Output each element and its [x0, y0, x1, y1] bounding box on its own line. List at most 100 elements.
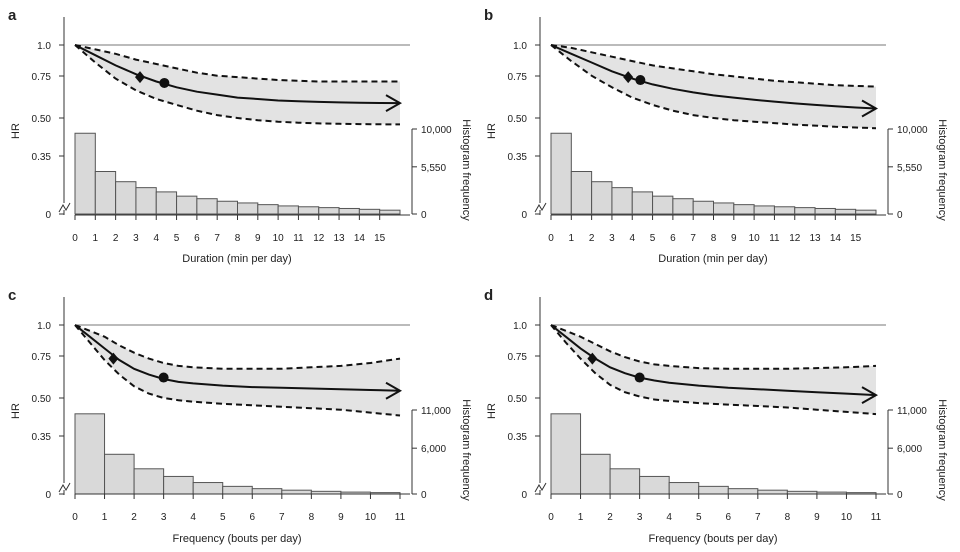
histogram-bar	[753, 205, 775, 215]
lower-ci-line	[550, 44, 877, 130]
panel-letter: d	[484, 287, 493, 304]
hr-tick-label: 0.50	[508, 394, 528, 405]
freq-tick-label: 10,000	[421, 125, 452, 136]
x-tick-label: 6	[194, 233, 200, 244]
histogram-bar	[609, 468, 641, 495]
circle-marker	[634, 372, 645, 383]
x-tick-label: 1	[569, 233, 575, 244]
hr-tick-label: 0.75	[508, 72, 528, 83]
histogram-bar	[580, 453, 611, 495]
hr-tick-label: 1.0	[37, 41, 51, 52]
x-axis-label: Frequency (bouts per day)	[648, 533, 777, 545]
panel-d: d 1.0 0.75 0.50 0.35 0 HR 11,000 6,000 0 Histogram…	[484, 287, 948, 545]
x-tick-label: 13	[334, 233, 346, 244]
x-axis-label: Duration (min per day)	[658, 253, 767, 265]
circle-marker	[635, 75, 646, 86]
upper-ci-line	[74, 324, 401, 370]
freq-tick-label: 0	[421, 490, 427, 501]
x-tick-label: 10	[365, 512, 377, 523]
x-tick-label: 0	[72, 233, 78, 244]
freq-tick-label: 0	[897, 490, 903, 501]
x-tick-label: 0	[548, 233, 554, 244]
freq-tick-label: 11,000	[897, 406, 927, 417]
histogram-bar	[757, 489, 788, 495]
x-tick-label: 10	[841, 512, 853, 523]
histogram-bar	[631, 191, 654, 215]
upper-ci-line	[550, 44, 877, 88]
histogram-bar	[668, 482, 700, 495]
histogram-bar	[196, 198, 218, 215]
x-tick-label: 3	[161, 512, 167, 523]
hr-line	[550, 44, 877, 110]
arrow-head	[385, 381, 403, 400]
histogram-bar	[155, 191, 178, 215]
histogram-bar	[379, 209, 401, 215]
x-tick-label: 13	[810, 233, 822, 244]
histogram-bar	[192, 482, 224, 495]
hr-tick-label: 0	[45, 210, 51, 221]
x-tick-label: 1	[93, 233, 99, 244]
x-tick-label: 9	[731, 233, 737, 244]
x-tick-label: 0	[72, 512, 78, 523]
hr-line	[74, 44, 401, 105]
histogram-bar	[698, 485, 729, 495]
histogram-bar	[591, 181, 613, 215]
x-tick-label: 12	[313, 233, 325, 244]
histogram-bar	[855, 209, 877, 215]
x-tick-label: 0	[548, 512, 554, 523]
x-tick-label: 4	[666, 512, 672, 523]
histogram-bar	[773, 206, 796, 215]
hr-tick-label: 0.35	[508, 432, 528, 443]
x-tick-label: 9	[255, 233, 261, 244]
histogram-bar	[672, 198, 694, 215]
x-tick-label: 9	[338, 512, 344, 523]
axis-break	[58, 482, 71, 493]
histogram-bar	[570, 171, 593, 215]
x-tick-label: 14	[830, 233, 842, 244]
x-tick-label: 7	[690, 233, 696, 244]
hr-tick-label: 1.0	[513, 41, 527, 52]
x-tick-label: 5	[220, 512, 226, 523]
lower-ci-line	[74, 324, 401, 417]
hr-tick-label: 0	[521, 490, 527, 501]
arrow-head	[385, 94, 403, 112]
histogram-bar	[692, 200, 714, 215]
arrow-head	[861, 386, 879, 404]
histogram-bar	[639, 475, 670, 495]
x-tick-label: 8	[785, 512, 791, 523]
x-tick-label: 4	[190, 512, 196, 523]
histogram-bar	[237, 202, 259, 215]
x-axis-label: Duration (min per day)	[182, 253, 291, 265]
diamond-marker	[135, 71, 145, 84]
histogram-bar	[133, 468, 165, 495]
hr-tick-label: 0.50	[32, 114, 52, 125]
x-tick-label: 6	[725, 512, 731, 523]
confidence-band	[75, 325, 400, 416]
histogram-bar	[115, 181, 137, 215]
x-tick-label: 7	[279, 512, 285, 523]
panel-letter: b	[484, 7, 493, 24]
circle-marker	[158, 372, 169, 383]
x-tick-label: 7	[755, 512, 761, 523]
lower-ci-line	[74, 44, 401, 126]
hr-line	[550, 324, 877, 397]
histogram-bar	[611, 187, 633, 215]
panel-c: c 1.0 0.75 0.50 0.35 0 HR 11,000 6,000 0 Histogram…	[8, 287, 472, 545]
freq-tick-label: 6,000	[897, 444, 922, 455]
histogram-bar	[727, 488, 759, 495]
histogram-bar	[550, 413, 582, 495]
arrow-head	[861, 99, 879, 118]
upper-ci-line	[74, 44, 400, 83]
histogram-bar	[94, 171, 117, 215]
axis-break	[534, 482, 547, 493]
freq-tick-label: 0	[897, 210, 903, 221]
x-tick-label: 11	[871, 512, 882, 523]
hr-tick-label: 1.0	[37, 321, 51, 332]
hr-axis-label: HR	[486, 123, 498, 139]
histogram-bar	[74, 132, 96, 215]
x-tick-label: 5	[174, 233, 180, 244]
panel-a: a 1.0 0.75 0.50 0.35 0 HR 10,000 5,550 0 Histogram…	[8, 7, 472, 265]
x-tick-label: 10	[749, 233, 761, 244]
freq-axis-label: Histogram frequency	[936, 399, 948, 501]
